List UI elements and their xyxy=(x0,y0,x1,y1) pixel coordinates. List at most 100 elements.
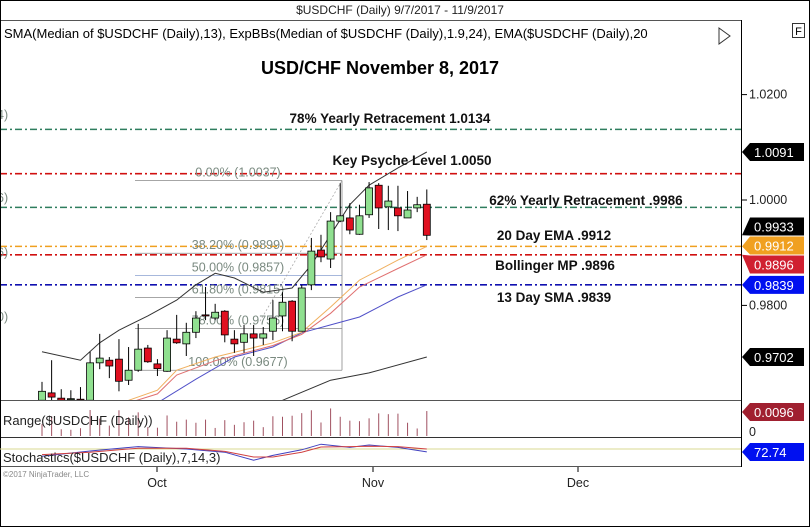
candle xyxy=(86,351,94,400)
range-flag-shape xyxy=(742,403,804,421)
price-flag: 1.0091 xyxy=(742,143,804,162)
candle xyxy=(326,212,335,268)
candle-body-down xyxy=(105,359,114,367)
cursor-arrow-icon xyxy=(718,27,731,45)
candle-body-up xyxy=(297,287,306,332)
stoch-flag-text: 72.74 xyxy=(754,445,787,460)
candle-body-up xyxy=(124,369,133,381)
candle-body-up xyxy=(365,187,373,216)
price-flag-shape xyxy=(742,254,804,274)
f-button-label: F xyxy=(795,26,802,38)
candle-body-up xyxy=(403,209,412,219)
price-flag-text: 1.0091 xyxy=(754,145,794,160)
copyright: ©2017 NinjaTrader, LLC xyxy=(3,470,89,479)
range-flag-text: 0.0096 xyxy=(754,405,794,420)
candle-body-up xyxy=(182,331,191,345)
candle-body-down xyxy=(201,314,210,317)
candle-body-up xyxy=(86,362,94,400)
fib-label: 38.20% (0.9899) xyxy=(192,238,284,252)
x-tick-label: Oct xyxy=(147,476,167,490)
candle xyxy=(345,203,354,235)
candle xyxy=(211,303,220,321)
candle-body-up xyxy=(163,337,171,372)
candle-body-up xyxy=(38,390,46,400)
candle xyxy=(413,196,422,213)
candle xyxy=(76,387,85,400)
candle-body-up xyxy=(326,220,335,260)
stochastics-panel-label: Stochastics($USDCHF (Daily),7,14,3) xyxy=(3,450,220,465)
candle-body-down xyxy=(115,358,123,382)
level-annotation: 62% Yearly Retracement .9986 xyxy=(489,193,683,208)
candle-body-up xyxy=(192,317,200,333)
candle xyxy=(143,344,152,363)
candle-body-down xyxy=(249,333,258,339)
y-tick-label: 1.0200 xyxy=(749,88,787,102)
window-title: $USDCHF (Daily) 9/7/2017 - 11/9/2017 xyxy=(296,3,504,17)
candle-body-down xyxy=(153,363,162,370)
candle xyxy=(95,333,104,370)
candle-body-up xyxy=(336,215,345,222)
stoch-flag: 72.74 xyxy=(742,443,804,461)
level-annotation: 20 Day EMA .9912 xyxy=(497,228,611,243)
candle-body-up xyxy=(268,317,277,332)
candle xyxy=(422,189,431,241)
x-tick-label: Nov xyxy=(362,476,385,490)
candle-body-down xyxy=(288,300,297,332)
candle-body-up xyxy=(413,204,422,209)
candle xyxy=(403,191,412,219)
fib-trend-line xyxy=(259,180,343,322)
candle xyxy=(38,381,46,400)
candle xyxy=(153,359,162,377)
level-annotation: Key Psyche Level 1.0050 xyxy=(332,153,491,168)
candle xyxy=(259,327,268,345)
candle-body-up xyxy=(211,311,220,319)
price-flag-text: 0.9933 xyxy=(754,219,794,234)
candle xyxy=(297,284,306,332)
fib-label: 0.00% (1.0037) xyxy=(195,166,280,180)
price-pane-frame xyxy=(0,20,742,467)
candle xyxy=(249,324,258,356)
y-tick-label: 1.0000 xyxy=(749,193,787,207)
x-tick-label: Dec xyxy=(567,476,589,490)
candle-body-up xyxy=(384,200,393,208)
candle-body-up xyxy=(355,215,364,235)
range-zero-label: 0 xyxy=(749,425,756,439)
price-flag-text: 0.9896 xyxy=(754,257,794,272)
price-flag-shape xyxy=(742,348,804,367)
candle xyxy=(172,314,181,344)
price-flag: 0.9839 xyxy=(742,275,804,294)
price-flag-shape xyxy=(742,275,804,294)
candle xyxy=(47,360,56,400)
candle-body-up xyxy=(134,348,143,371)
candle-body-down xyxy=(345,217,354,231)
price-flag: 0.9702 xyxy=(742,348,804,367)
price-flag-shape xyxy=(742,236,804,255)
candle xyxy=(230,330,239,353)
y-tick-label: 0.9800 xyxy=(749,298,787,312)
candle xyxy=(317,234,325,263)
price-flag: 0.9933 xyxy=(742,217,804,236)
candle xyxy=(134,323,143,372)
level-annotation: 13 Day SMA .9839 xyxy=(497,290,611,305)
candle xyxy=(374,183,383,229)
stoch-d-line xyxy=(41,445,427,458)
candle xyxy=(220,310,229,343)
bb-mid-line xyxy=(136,254,428,400)
indicator-legend: SMA(Median of $USDCHF (Daily),13), ExpBB… xyxy=(4,26,648,41)
clipped-fib-label: 6) xyxy=(0,245,8,259)
price-flag-text: 0.9702 xyxy=(754,350,794,365)
candle xyxy=(278,292,287,332)
candle xyxy=(182,322,191,356)
candle xyxy=(124,347,133,385)
candle xyxy=(355,204,364,235)
clipped-fib-label: 6) xyxy=(0,191,8,205)
candle xyxy=(201,286,210,321)
candle-body-up xyxy=(278,301,287,317)
candle-body-down xyxy=(394,207,402,217)
price-flag-shape xyxy=(742,143,804,162)
candle xyxy=(115,339,123,392)
f-button[interactable] xyxy=(792,23,805,38)
range-flag: 0.0096 xyxy=(742,403,804,421)
candle-body-down xyxy=(317,249,325,258)
